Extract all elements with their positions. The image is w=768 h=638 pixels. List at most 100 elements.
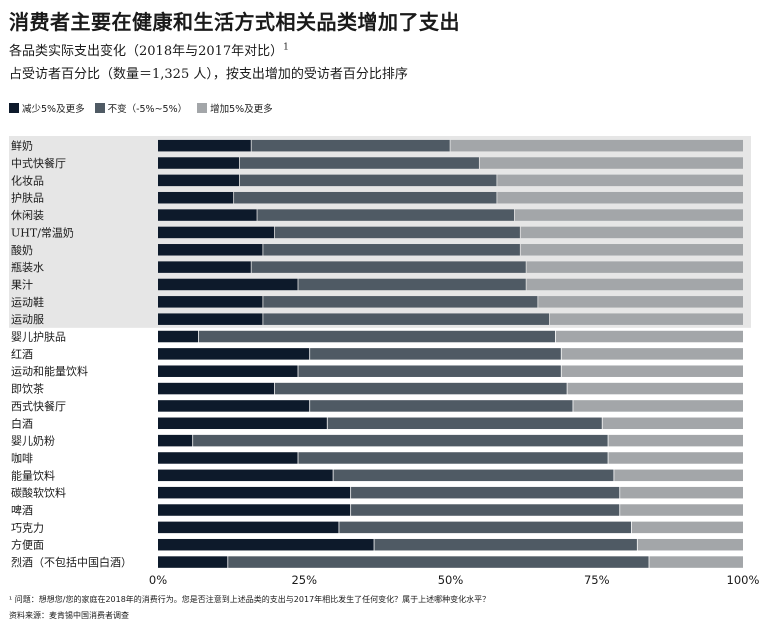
x-tick-label: 75%	[584, 573, 610, 587]
source-note: 资料来源：麦肯锡中国消费者调查	[9, 611, 129, 620]
bar-segment-increase	[649, 556, 743, 568]
subtitle-footnote-mark: 1	[283, 42, 289, 53]
bar-segment-nochange	[239, 174, 497, 187]
bar-segment-nochange	[251, 261, 526, 273]
category-label: 鲜奶	[11, 139, 33, 153]
bar-segment-nochange	[298, 278, 526, 291]
category-label: 护肤品	[11, 191, 44, 205]
bar-segment-decrease	[158, 261, 251, 273]
bar-segment-decrease	[158, 209, 257, 221]
bar-segment-decrease	[158, 521, 339, 534]
legend-label-decrease: 减少5%及更多	[22, 104, 85, 115]
legend-label-nochange: 不变（-5%~5%）	[107, 104, 188, 115]
subtitle-text: 各品类实际支出变化（2018年与2017年对比）	[9, 44, 284, 59]
bar-segment-nochange	[339, 521, 632, 534]
bar-segment-nochange	[193, 434, 608, 447]
legend-swatch-decrease	[9, 103, 19, 113]
bar-segment-decrease	[158, 452, 298, 464]
bar-segment-nochange	[263, 296, 538, 308]
bar-segment-nochange	[198, 330, 555, 343]
x-tick-label: 0%	[149, 573, 167, 587]
bar-segment-decrease	[158, 365, 298, 377]
bar-segment-nochange	[327, 417, 602, 430]
chart-title: 消费者主要在健康和生活方式相关品类增加了支出	[9, 10, 460, 34]
bar-segment-increase	[538, 296, 743, 308]
legend-item-nochange: 不变（-5%~5%）	[94, 101, 188, 115]
bar-segment-decrease	[158, 278, 298, 291]
category-label: 运动和能量饮料	[11, 364, 88, 378]
bar-segment-decrease	[158, 556, 228, 568]
bar-segment-nochange	[257, 209, 515, 221]
category-label: 果汁	[11, 278, 33, 291]
category-label: 运动服	[11, 313, 44, 326]
x-tick-label: 50%	[438, 573, 464, 587]
category-label: UHT/常温奶	[11, 225, 74, 239]
category-label: 方便面	[11, 538, 44, 552]
bar-segment-nochange	[234, 191, 497, 204]
bar-segment-increase	[637, 538, 743, 551]
bar-segment-increase	[608, 452, 743, 464]
bar-segment-decrease	[158, 226, 275, 239]
bar-segment-nochange	[310, 348, 561, 360]
bar-segment-nochange	[351, 504, 620, 516]
bar-segment-increase	[573, 400, 743, 412]
bar-segment-nochange	[263, 313, 550, 325]
category-label: 白酒	[11, 416, 33, 430]
category-label: 婴儿奶粉	[11, 434, 55, 448]
footnote: ¹ 问题：想想您/您的家庭在2018年的消费行为。您是否注意到上述品类的支出与2…	[9, 595, 491, 604]
bar-segment-increase	[520, 226, 743, 239]
bar-segment-decrease	[158, 538, 374, 551]
legend-item-increase: 增加5%及更多	[197, 101, 273, 115]
bar-segment-increase	[614, 469, 743, 482]
bar-segment-decrease	[158, 330, 199, 343]
category-label: 酸奶	[11, 243, 33, 257]
bar-segment-decrease	[158, 348, 310, 360]
bar-segment-nochange	[263, 244, 520, 256]
bar-segment-decrease	[158, 469, 333, 482]
bar-segment-increase	[561, 365, 743, 377]
chart-note: 占受访者百分比（数量＝1,325 人），按支出增加的受访者百分比排序	[9, 67, 408, 82]
bar-segment-increase	[526, 261, 743, 273]
x-tick-label: 25%	[291, 573, 317, 587]
category-label: 啤酒	[11, 503, 33, 517]
legend-item-decrease: 减少5%及更多	[9, 101, 85, 115]
bar-segment-decrease	[158, 157, 240, 169]
bar-segment-increase	[631, 521, 743, 534]
bar-segment-nochange	[298, 365, 561, 377]
bar-segment-decrease	[158, 139, 251, 152]
legend-label-increase: 增加5%及更多	[210, 104, 273, 115]
bar-segment-increase	[549, 313, 743, 325]
bar-segment-decrease	[158, 504, 351, 516]
bar-segment-decrease	[158, 296, 263, 308]
bar-segment-decrease	[158, 313, 263, 325]
x-tick-label: 100%	[727, 573, 760, 587]
legend: 减少5%及更多 不变（-5%~5%） 增加5%及更多	[9, 101, 273, 115]
chart-subtitle: 各品类实际支出变化（2018年与2017年对比）1	[9, 40, 289, 59]
bar-segment-increase	[561, 348, 743, 360]
bar-segment-increase	[620, 504, 743, 516]
bar-segment-nochange	[333, 469, 614, 482]
category-label: 化妆品	[11, 173, 44, 187]
category-label: 婴儿护肤品	[11, 330, 66, 344]
bar-segment-nochange	[351, 486, 620, 499]
category-label: 即饮茶	[11, 383, 44, 396]
bar-segment-increase	[450, 139, 743, 152]
bar-segment-nochange	[310, 400, 573, 412]
category-label: 中式快餐厅	[11, 156, 66, 170]
category-label: 运动鞋	[11, 295, 44, 309]
bar-segment-increase	[567, 382, 743, 395]
bar-segment-increase	[608, 434, 743, 447]
bar-segment-nochange	[251, 139, 450, 152]
bar-segment-increase	[497, 191, 743, 204]
category-label: 红酒	[11, 348, 33, 361]
category-label: 西式快餐厅	[11, 399, 66, 413]
category-label: 瓶装水	[11, 260, 44, 274]
bar-segment-increase	[620, 486, 743, 499]
bar-segment-decrease	[158, 417, 327, 430]
bar-segment-decrease	[158, 434, 193, 447]
bar-segment-increase	[497, 174, 743, 187]
bar-segment-decrease	[158, 382, 275, 395]
bar-segment-increase	[555, 330, 743, 343]
category-label: 咖啡	[11, 451, 33, 465]
